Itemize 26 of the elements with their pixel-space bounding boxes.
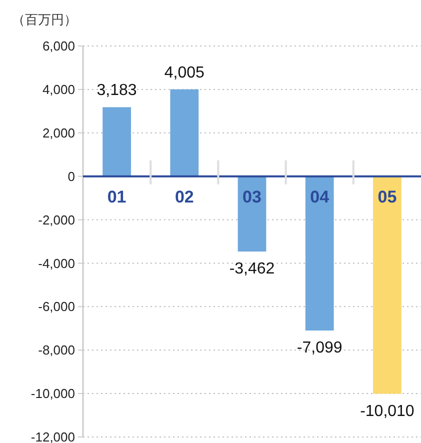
x-tick-label: 05 xyxy=(378,187,397,206)
bar xyxy=(238,176,266,252)
y-tick-label: 4,000 xyxy=(42,82,75,97)
y-tick-label: 0 xyxy=(68,168,75,184)
y-tick-label: -12,000 xyxy=(30,430,75,443)
data-label: -7,099 xyxy=(296,340,342,357)
x-tick-label: 04 xyxy=(310,187,330,206)
data-label: 4,005 xyxy=(164,64,205,82)
x-tick-label: 01 xyxy=(107,187,126,206)
data-label: -10,010 xyxy=(360,402,414,420)
y-tick-label: -8,000 xyxy=(38,342,75,358)
y-tick-label: -6,000 xyxy=(38,299,75,314)
data-label: -3,462 xyxy=(229,260,275,278)
y-tick-label: -2,000 xyxy=(38,212,75,228)
y-tick-label: 6,000 xyxy=(42,38,75,54)
x-tick-label: 02 xyxy=(174,187,194,206)
bar xyxy=(170,89,199,176)
data-label: 3,183 xyxy=(96,82,137,100)
y-axis-title: （百万円） xyxy=(12,12,77,27)
bar xyxy=(102,107,131,176)
bar xyxy=(305,176,334,331)
bar xyxy=(373,176,402,394)
y-tick-label: 2,000 xyxy=(42,125,75,140)
y-tick-label: -4,000 xyxy=(38,256,75,271)
y-tick-label: -10,000 xyxy=(30,386,75,402)
x-tick-label: 03 xyxy=(242,187,262,206)
